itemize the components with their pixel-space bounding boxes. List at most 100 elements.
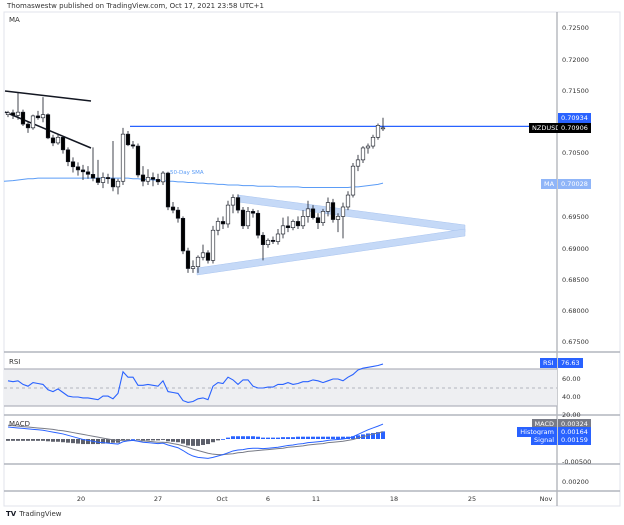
extra-pane-tick: 0.00200 <box>562 478 589 486</box>
candle-body <box>30 115 36 129</box>
histogram-bar <box>296 436 300 439</box>
candle <box>190 260 196 273</box>
candle-body <box>70 161 76 168</box>
rsi-tick: 60.00 <box>562 375 581 383</box>
candle <box>120 127 126 185</box>
candle <box>25 120 31 133</box>
candle-body <box>115 180 121 188</box>
candle <box>325 197 331 217</box>
histogram-bar <box>176 439 180 443</box>
candle <box>290 219 296 231</box>
rsi-tick: 20.00 <box>562 411 581 419</box>
candle-body <box>325 202 331 212</box>
candle-body <box>300 216 306 227</box>
candle <box>200 244 206 261</box>
candle-body <box>335 216 341 220</box>
candle-body <box>190 266 196 269</box>
candle <box>30 114 36 130</box>
candle <box>235 194 241 214</box>
histogram-bar <box>46 439 50 442</box>
price-tick: 0.71500 <box>562 87 589 95</box>
candle <box>205 250 211 264</box>
histogram-bar <box>196 439 200 446</box>
price-tick: 0.69000 <box>562 245 589 253</box>
price-tick: 0.68000 <box>562 307 589 315</box>
candle-body <box>95 177 101 183</box>
histogram-bar <box>71 439 75 444</box>
rsi-path <box>7 363 384 403</box>
candle-body <box>45 114 51 139</box>
candle-body <box>320 211 326 223</box>
histogram-tag-label: Histogram <box>517 427 557 437</box>
candle <box>285 216 291 233</box>
candle <box>300 210 306 229</box>
candle-body <box>165 172 171 208</box>
signal-line <box>7 424 384 456</box>
candle-body <box>175 209 181 219</box>
tradingview-logo[interactable]: TV TradingView <box>6 510 62 518</box>
candle-body <box>20 111 26 125</box>
candle-body <box>10 112 16 116</box>
candle <box>295 216 301 229</box>
candle <box>10 109 16 120</box>
candle-body <box>155 179 161 183</box>
candle-body <box>160 172 166 183</box>
channel-upper-trendline[interactable] <box>4 90 92 102</box>
candle <box>355 154 361 172</box>
histogram-bar <box>356 435 360 439</box>
histogram-bar <box>321 436 325 439</box>
candle-body <box>55 136 61 144</box>
time-tick: 6 <box>265 495 271 503</box>
candle <box>330 198 336 223</box>
histogram-bar <box>111 439 115 443</box>
sma-50-path <box>3 177 384 189</box>
candle-body <box>195 256 201 267</box>
histogram-bar <box>171 439 175 442</box>
candle <box>350 163 356 198</box>
candle <box>280 217 286 239</box>
candle <box>250 208 256 218</box>
ma-price-tag: 0.70028 <box>558 179 591 189</box>
candle <box>255 210 261 239</box>
macd-value-tag: 0.00324 <box>558 419 591 429</box>
candle-body <box>65 149 71 163</box>
histogram-bar <box>101 439 105 444</box>
triangle-upper-band[interactable] <box>237 194 466 233</box>
histogram-bar <box>191 439 195 446</box>
candle <box>140 166 146 187</box>
histogram-bar <box>6 439 10 441</box>
candle-body <box>40 114 46 119</box>
histogram-bar <box>291 437 295 439</box>
candle-body <box>260 234 266 245</box>
histogram-bar <box>286 437 290 439</box>
candle-body <box>275 233 281 242</box>
histogram-bar <box>256 436 260 439</box>
candle <box>115 178 121 195</box>
candle <box>260 232 266 261</box>
candle-body <box>135 145 141 176</box>
publish-info: Thomaswestw published on TradingView.com… <box>7 2 264 10</box>
histogram-bar <box>281 437 285 439</box>
sma-label: 50-Day SMA <box>170 170 204 176</box>
candle <box>275 228 281 245</box>
time-tick: Oct <box>216 495 228 503</box>
price-tick: 0.70500 <box>562 149 589 157</box>
candle <box>310 205 316 220</box>
candle <box>50 134 56 147</box>
histogram-bar <box>36 439 40 441</box>
candle-body <box>100 177 106 183</box>
histogram-bar <box>106 439 110 444</box>
triangle-lower-band[interactable] <box>196 228 466 276</box>
candle-body <box>285 225 291 229</box>
candle <box>340 202 346 239</box>
candle <box>90 147 96 182</box>
histogram-bar <box>201 439 205 445</box>
candle-body <box>290 221 296 229</box>
candle <box>335 213 341 233</box>
candle-body <box>170 206 176 211</box>
histogram-bar <box>241 436 245 439</box>
candle-body <box>375 125 381 138</box>
candle-body <box>310 208 316 218</box>
candle <box>40 97 46 123</box>
